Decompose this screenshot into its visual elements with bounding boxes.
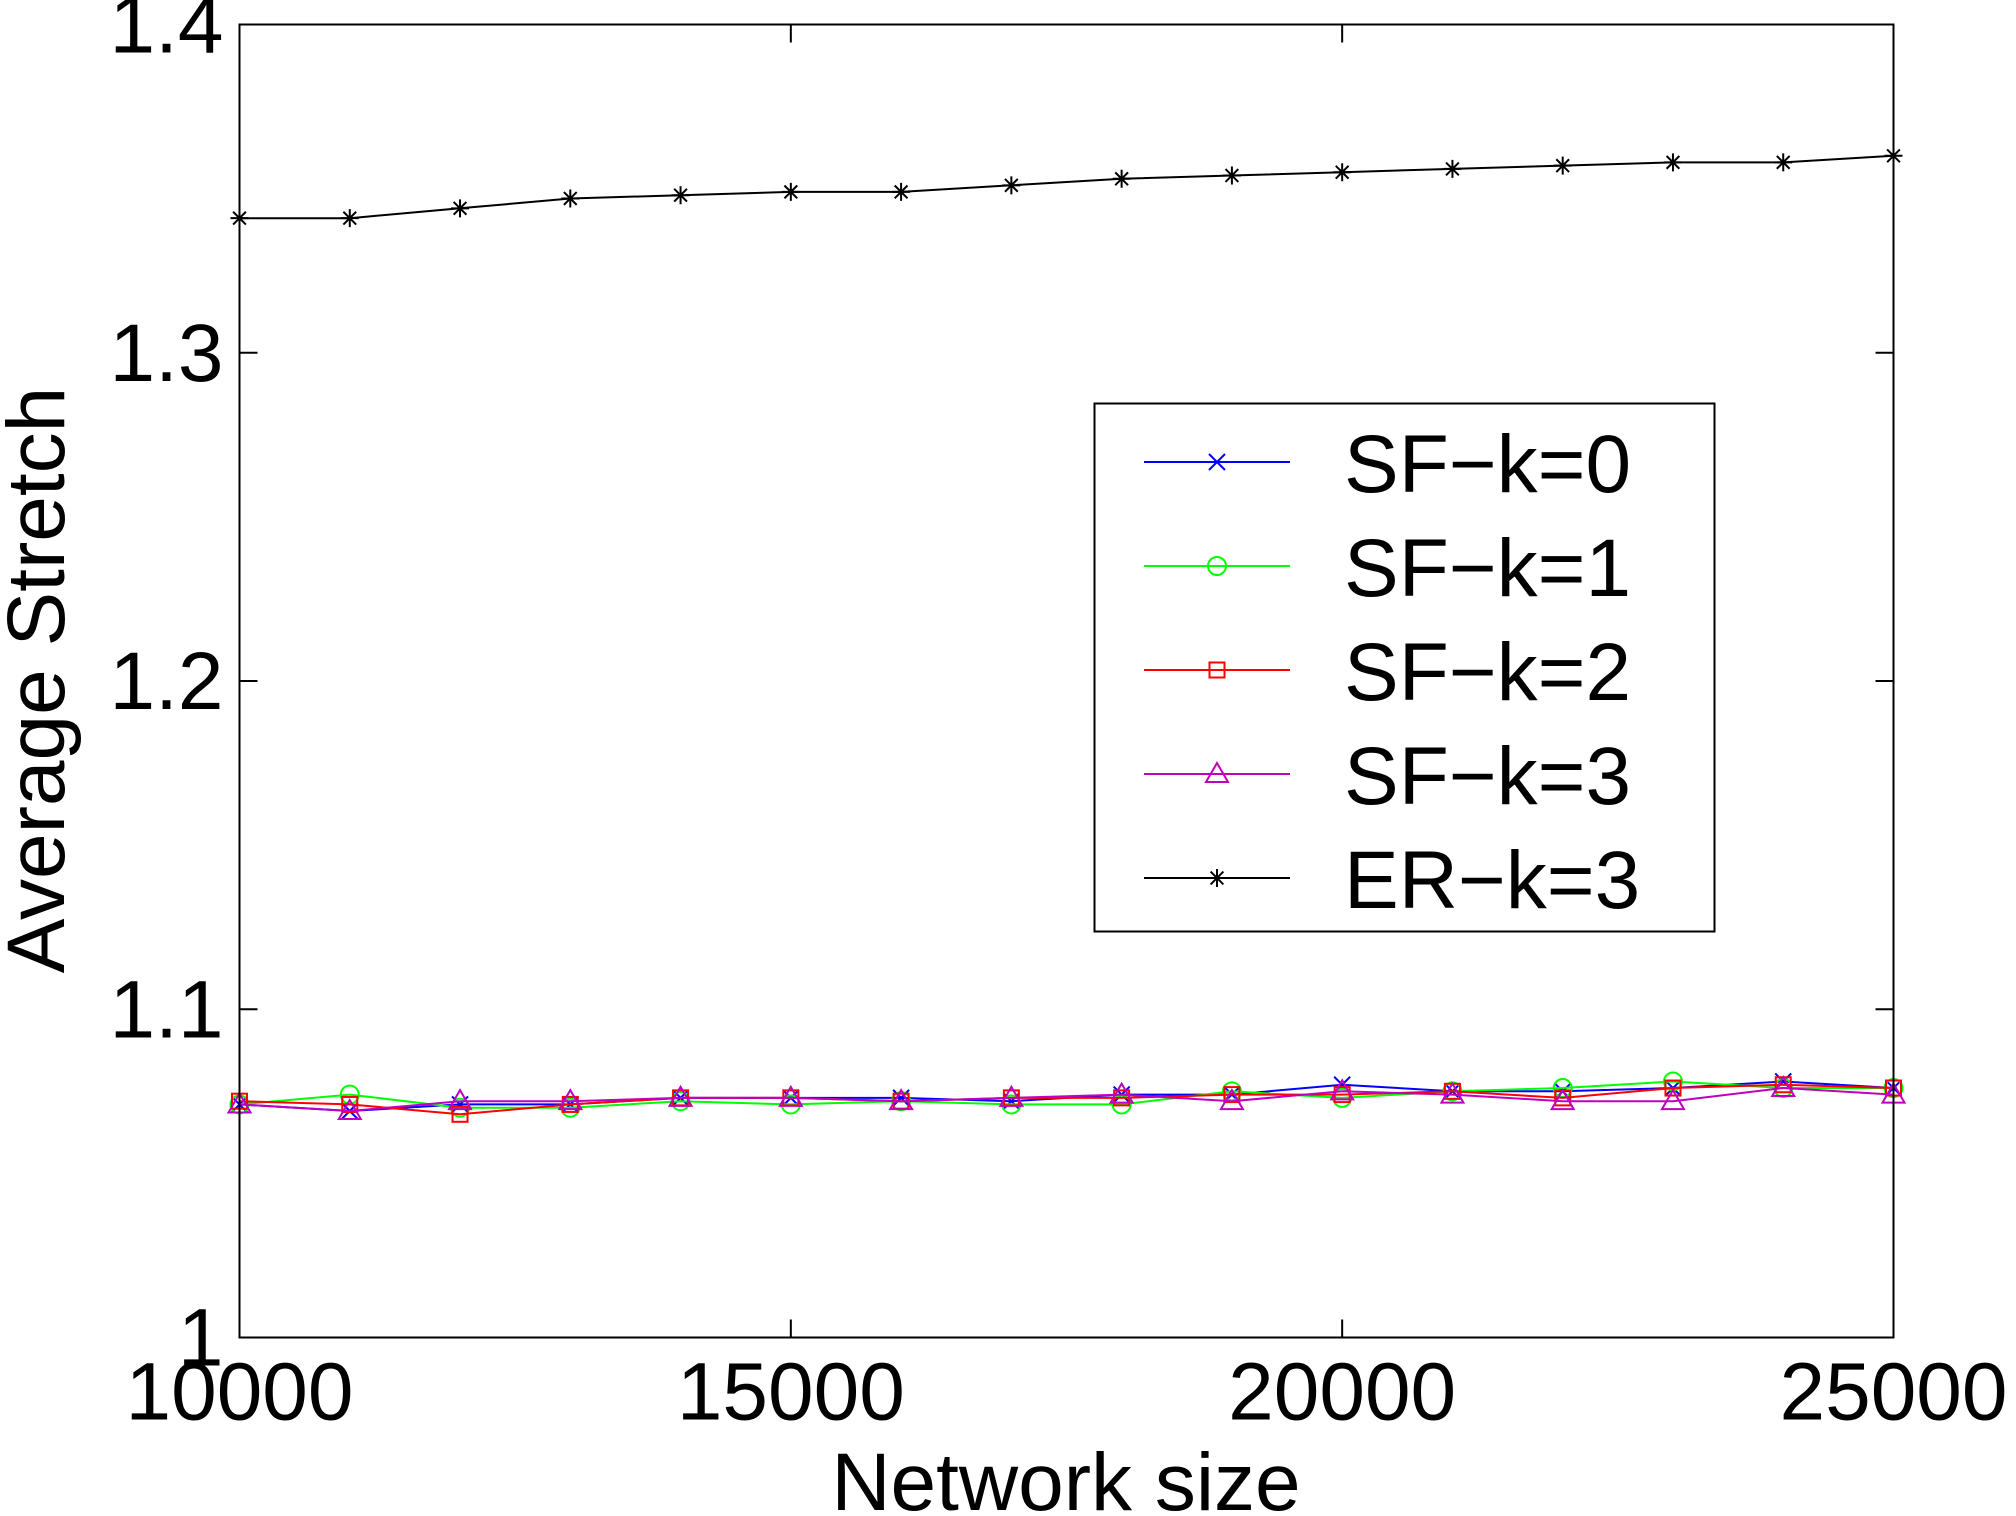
x-axis-label: Network size [831,1437,1300,1516]
data-point [1002,176,1021,195]
data-point [671,186,690,205]
legend-entries: SF−k=0 SF−k=1 SF−k=2 SF−k=3 ER−k=3 [1144,419,1640,926]
legend-entry: SF−k=1 [1144,523,1631,614]
data-point [778,1084,804,1107]
legend: SF−k=0 SF−k=1 SF−k=2 SF−k=3 ER−k=3 [1093,402,1716,933]
data-point [1332,1087,1353,1108]
data-point [888,1088,914,1111]
data-point [1443,159,1462,178]
data-point [1664,1079,1682,1097]
legend-entry: SF−k=2 [1144,627,1631,718]
y-tick-label: 1.3 [110,308,224,399]
data-point [892,182,911,201]
series-line [239,1080,1894,1109]
data-point [1549,1088,1576,1111]
y-tick-label: 1 [178,1293,224,1384]
y-tick-label: 1.2 [110,636,224,727]
series-3 [226,1075,1907,1121]
data-point [1329,1078,1355,1101]
legend-entry: ER−k=3 [1144,835,1640,926]
data-point [1112,169,1131,188]
legend-entry: SF−k=3 [1144,731,1631,822]
x-tick-label: 15000 [677,1347,905,1438]
data-point [1108,1081,1135,1104]
x-tick-label: 25000 [1779,1347,2007,1438]
data-point [781,182,800,201]
x-tick-label: 10000 [125,1347,353,1438]
data-point [557,1088,584,1111]
series-line [239,1083,1894,1116]
data-point [447,1088,473,1111]
legend-entry: SF−k=0 [1144,419,1631,510]
data-point [561,189,580,208]
data-point [451,199,470,218]
legend-marker [1204,761,1230,783]
data-point [340,209,359,228]
data-point [1663,153,1682,172]
series-line [239,1086,1894,1113]
series-line [239,154,1894,220]
data-point [1553,156,1572,175]
data-point [451,1105,469,1123]
data-point [337,1098,363,1121]
data-point [1001,1094,1022,1115]
y-tick-label: 1.1 [110,964,224,1055]
data-point [560,1097,581,1118]
data-point [1770,1075,1796,1098]
axis-tick-labels: 10000 15000 20000 25000 1 1.1 1.2 1.3 1.4 [110,0,2008,1438]
x-tick-label: 20000 [1228,1347,1456,1438]
legend-label: SF−k=1 [1344,523,1631,614]
legend-label: ER−k=3 [1344,835,1640,926]
data-point [1222,166,1241,185]
y-axis-label: Average Stretch [0,387,82,974]
data-point [998,1084,1025,1107]
data-point [1439,1081,1466,1104]
legend-label: SF−k=0 [1344,419,1631,510]
y-tick-label: 1.4 [110,0,224,71]
data-point [1774,153,1793,172]
data-point [1660,1088,1686,1111]
legend-box [1093,402,1716,933]
data-point [1333,163,1352,182]
data-point [780,1094,801,1115]
legend-label: SF−k=3 [1344,731,1631,822]
legend-marker [1208,453,1226,471]
data-point [450,1097,471,1118]
data-point [667,1084,694,1107]
legend-label: SF−k=2 [1344,627,1631,718]
legend-marker [1207,556,1227,576]
legend-marker [1208,869,1226,887]
data-point [892,1089,910,1107]
data-point [1219,1088,1245,1111]
legend-marker [1208,661,1226,679]
axis-ticks [238,23,1895,1339]
